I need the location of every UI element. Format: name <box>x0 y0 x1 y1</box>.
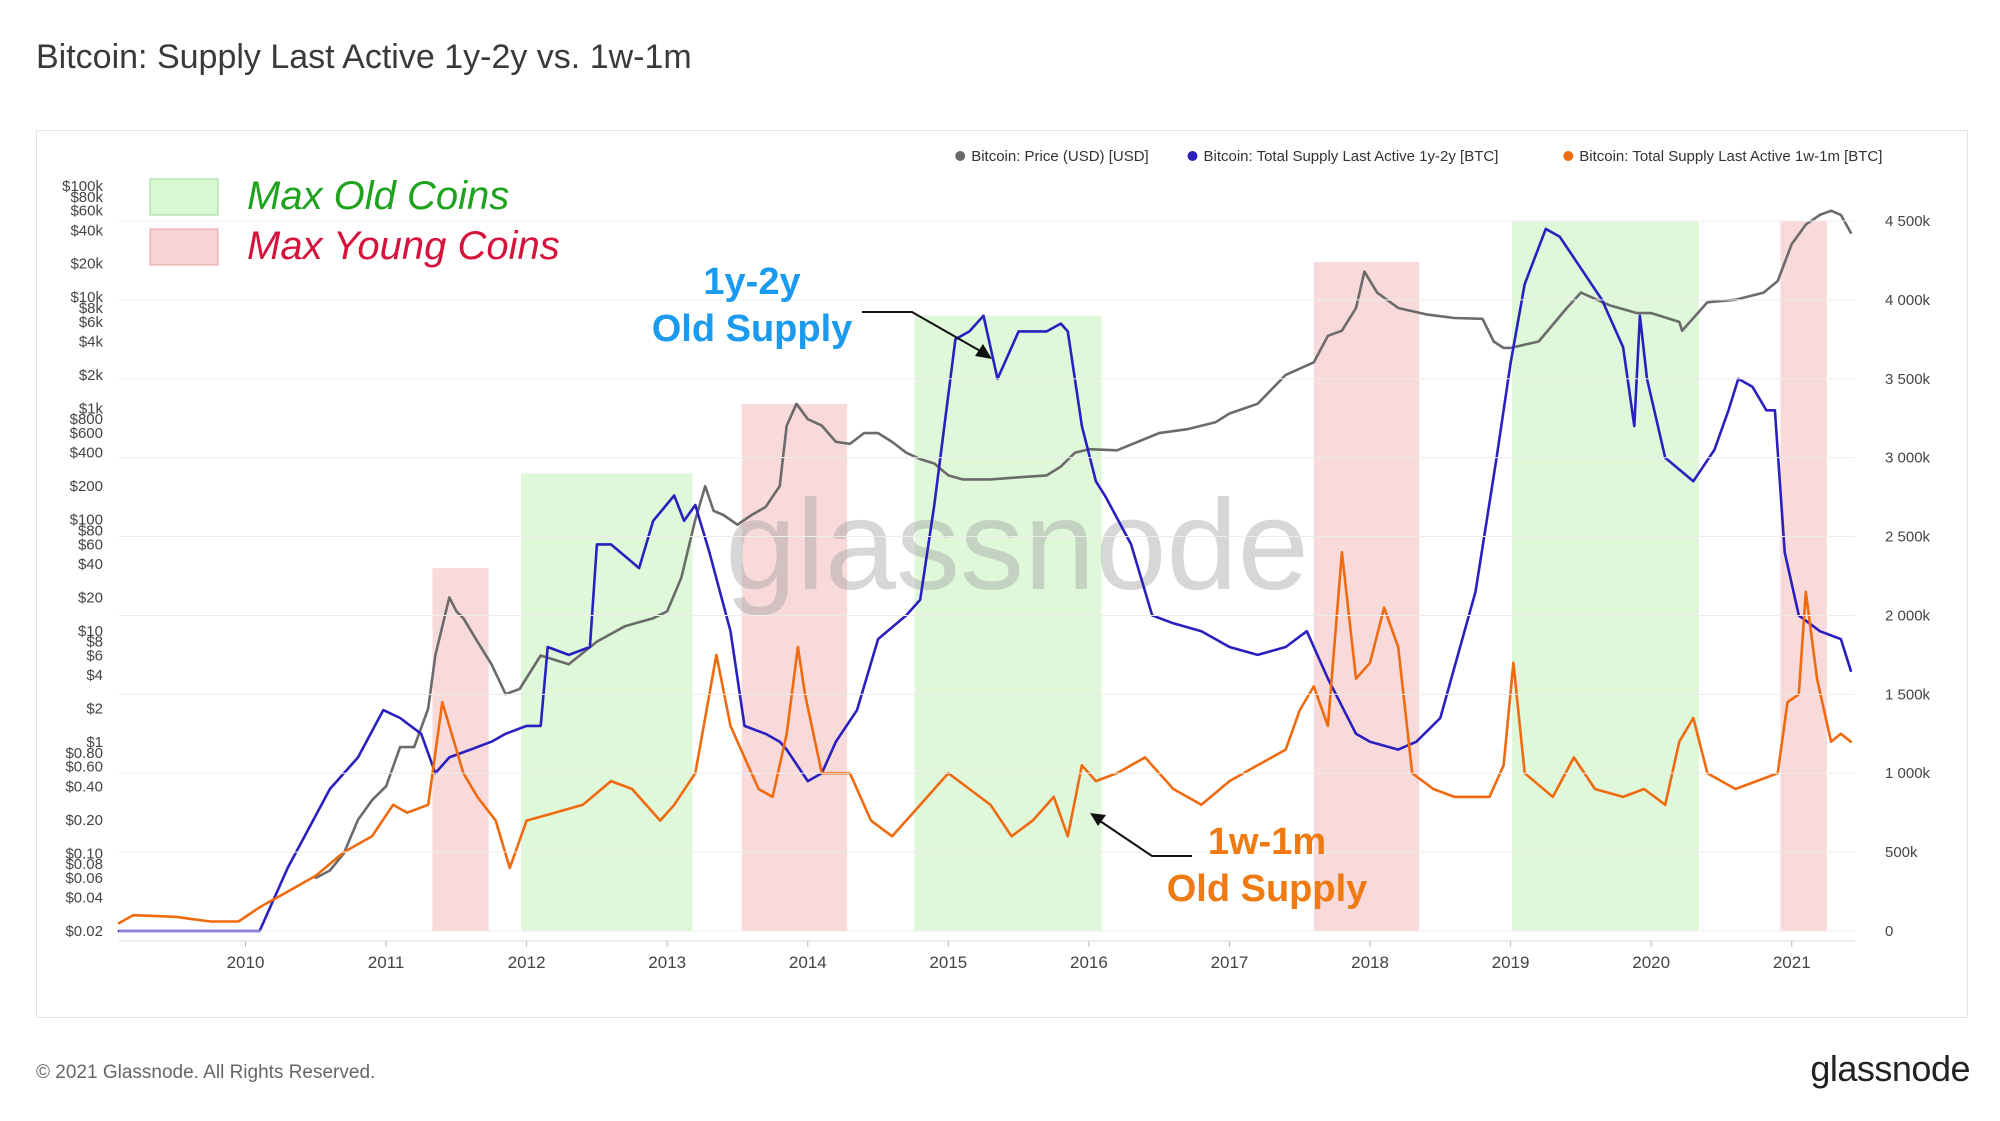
x-axis: 2010 2011 2012 2013 2014 2015 2016 2017 2018 2019… <box>119 940 1855 972</box>
chart-frame: glassnode $0.02 $0.04 $0.06 $0.08 $0.10 $0.20… <box>36 130 1968 1018</box>
band-legend: Max Old Coins Max Young Coins <box>149 174 560 268</box>
y-right-tick-label: 4 500k <box>1885 213 1931 230</box>
y-left-tick-label: $800 <box>70 411 103 428</box>
y-left-tick-label: $80k <box>70 189 103 206</box>
legend: Bitcoin: Total Supply Last Active 1w-1m … <box>955 148 1882 165</box>
band-young-6 <box>1780 221 1827 931</box>
annotation-old-supply-line2: Old Supply <box>652 308 853 350</box>
old-supply-line <box>117 227 1853 933</box>
y-left-tick-label: $1 <box>86 734 103 751</box>
y-left-tick-label: $60 <box>78 536 103 553</box>
legend-label: Bitcoin: Total Supply Last Active 1y-2y … <box>1204 148 1499 165</box>
annotation-old-supply-line1: 1y-2y <box>703 261 800 303</box>
legend-marker <box>955 151 966 161</box>
y-left-tick-label: $40 <box>78 556 103 573</box>
y-left-tick-label: $2k <box>79 367 104 384</box>
y-left-tick-label: $2 <box>86 701 103 718</box>
legend-marker <box>1563 151 1574 161</box>
glassnode-logo: glassnode <box>1810 1048 1970 1089</box>
x-tick-label: 2017 <box>1211 953 1249 972</box>
annotations: 1y-2y Old Supply 1w-1m Old Supply <box>652 261 1368 910</box>
y-left-tick-label: $4 <box>86 667 103 684</box>
chart-svg: glassnode $0.02 $0.04 $0.06$0.08$0.10 $0.20… <box>62 148 1931 972</box>
y-left-tick-label: $100 <box>70 512 103 529</box>
x-tick-label: 2020 <box>1632 953 1670 972</box>
band-legend-swatch-young <box>149 228 219 266</box>
y-right-tick-label: 3 000k <box>1885 450 1931 467</box>
legend-label: Bitcoin: Total Supply Last Active 1w-1m … <box>1579 148 1882 165</box>
y-right-tick-label: 4 000k <box>1885 292 1931 309</box>
annotation-old-arrowhead <box>975 344 992 359</box>
y-left-tick-label: $10 <box>78 623 103 640</box>
highlight-bands <box>432 221 1827 931</box>
band-legend-label-young: Max Young Coins <box>247 224 560 268</box>
y-left-tick-label: $20 <box>78 589 103 606</box>
y-left-tick-label: $0.02 <box>65 923 103 940</box>
page-title: Bitcoin: Supply Last Active 1y-2y vs. 1w… <box>36 38 692 76</box>
annotation-young-supply-line2: Old Supply <box>1167 868 1368 910</box>
band-young-0 <box>432 568 489 931</box>
y-right-tick-label: 2 000k <box>1885 607 1931 624</box>
y-left-tick-label: $6 <box>86 648 103 665</box>
band-legend-swatch-old <box>149 178 219 216</box>
y-right-tick-label: 1 500k <box>1885 686 1931 703</box>
y-left-tick-label: $0.60 <box>65 759 103 776</box>
y-left-tick-label: $100k <box>62 178 103 195</box>
y-right-tick-label: 500k <box>1885 844 1918 861</box>
y-left-tick-label: $0.20 <box>65 812 103 829</box>
band-young-4 <box>1313 262 1420 931</box>
y-left-tick-label: $0.08 <box>65 856 103 873</box>
y-right-tick-label: 2 500k <box>1885 529 1931 546</box>
y-left-tick-label: $600 <box>70 425 103 442</box>
x-tick-label: 2021 <box>1773 953 1811 972</box>
band-old-3 <box>914 315 1102 931</box>
x-tick-label: 2015 <box>929 953 967 972</box>
y-left-tick-label: $0.80 <box>65 745 103 762</box>
x-tick-label: 2018 <box>1351 953 1389 972</box>
copyright-text: © 2021 Glassnode. All Rights Reserved. <box>36 1062 376 1083</box>
y-right-tick-label: 3 500k <box>1885 371 1931 388</box>
band-old-5 <box>1512 221 1699 931</box>
y-left-tick-label: $0.06 <box>65 870 103 887</box>
y-axis-left: $0.02 $0.04 $0.06$0.08$0.10 $0.20 $0.40 $0.60… <box>62 178 103 940</box>
price-line <box>314 209 1853 880</box>
annotation-young-arrowhead <box>1090 813 1106 826</box>
y-left-tick-label: $40k <box>70 222 103 239</box>
x-tick-label: 2011 <box>368 953 405 972</box>
x-tick-label: 2014 <box>789 953 827 972</box>
annotation-young-arrow <box>1099 820 1192 857</box>
y-right-tick-label: 1 000k <box>1885 765 1931 782</box>
y-right-tick-label: 0 <box>1885 923 1893 940</box>
y-axis-right: 0 500k 1 000k 1 500k 2 000k 2 500k 3 000k 3 500… <box>119 213 1931 940</box>
y-left-tick-label: $80 <box>78 522 103 539</box>
y-left-tick-label: $6k <box>79 314 104 331</box>
band-legend-label-old: Max Old Coins <box>247 174 509 218</box>
y-left-tick-label: $200 <box>70 478 103 495</box>
x-tick-label: 2016 <box>1070 953 1108 972</box>
legend-label: Bitcoin: Price (USD) [USD] <box>971 148 1149 165</box>
watermark: glassnode <box>725 474 1309 617</box>
x-tick-label: 2019 <box>1492 953 1530 972</box>
x-tick-label: 2013 <box>648 953 686 972</box>
y-left-tick-label: $1k <box>79 400 104 417</box>
y-left-tick-label: $0.40 <box>65 778 103 795</box>
annotation-old-arrow <box>862 311 983 353</box>
y-left-tick-label: $8k <box>79 300 104 317</box>
y-left-tick-label: $60k <box>70 203 103 220</box>
y-left-tick-label: $400 <box>70 445 103 462</box>
y-left-tick-label: $20k <box>70 256 103 273</box>
legend-marker <box>1187 151 1198 161</box>
band-old-1 <box>521 473 693 931</box>
annotation-young-supply-line1: 1w-1m <box>1208 821 1326 863</box>
y-left-tick-label: $0.10 <box>65 845 103 862</box>
y-left-tick-label: $8 <box>86 634 103 651</box>
y-left-tick-label: $0.04 <box>65 890 103 907</box>
x-tick-label: 2012 <box>508 953 546 972</box>
x-tick-label: 2010 <box>227 953 265 972</box>
y-left-tick-label: $4k <box>79 333 104 350</box>
y-left-tick-label: $10k <box>70 289 103 306</box>
